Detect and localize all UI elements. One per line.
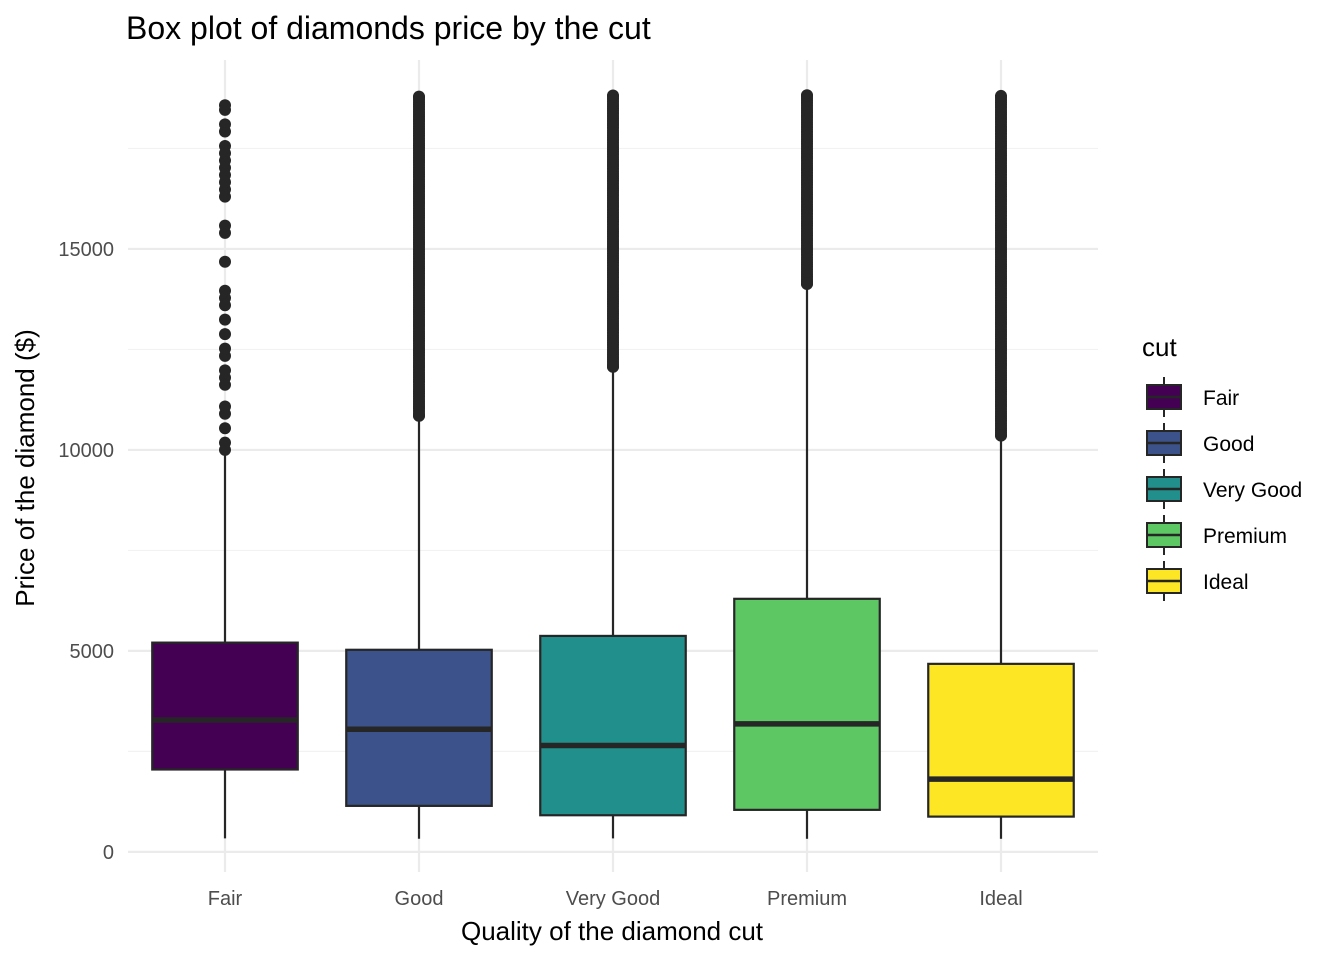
box-layer <box>151 89 1075 839</box>
box-body <box>539 634 687 817</box>
outlier-point <box>607 360 619 373</box>
y-tick-label: 0 <box>103 842 114 864</box>
legend-entry-premium: Premium <box>1146 515 1287 555</box>
chart-title: Box plot of diamonds price by the cut <box>126 10 651 46</box>
outlier-point <box>219 219 231 232</box>
box-fair <box>151 99 299 839</box>
outlier-point <box>995 429 1007 442</box>
box-ideal <box>927 89 1075 839</box>
legend-label: Ideal <box>1203 571 1249 594</box>
axis-layer: 0 5000 10000 15000 Fair Good Very Good Premium I… <box>58 239 1022 910</box>
legend-entry-very-good: Very Good <box>1146 469 1302 509</box>
outlier-point <box>413 90 425 103</box>
legend-title: cut <box>1142 332 1177 362</box>
outlier-point <box>995 89 1007 102</box>
legend-label: Good <box>1203 433 1254 456</box>
x-tick-label: Fair <box>208 888 243 910</box>
outlier-point <box>219 400 231 413</box>
y-tick-label: 15000 <box>58 239 114 261</box>
y-tick-label: 5000 <box>70 641 115 663</box>
outlier-point <box>219 364 231 377</box>
box-premium <box>733 89 881 839</box>
outlier-point <box>219 342 231 355</box>
legend-label: Premium <box>1203 525 1287 548</box>
outlier-point <box>219 422 231 435</box>
outlier-point <box>219 99 231 112</box>
box-very-good <box>539 89 687 839</box>
box-body <box>733 597 881 811</box>
x-tick-label: Very Good <box>566 888 661 910</box>
x-tick-label: Ideal <box>979 888 1022 910</box>
legend: cut Fair Good Very Good Premium Ideal <box>1142 332 1302 601</box>
box-body <box>927 662 1075 818</box>
x-tick-label: Good <box>395 888 444 910</box>
legend-label: Fair <box>1203 387 1239 410</box>
outlier-point <box>219 328 231 341</box>
outlier-point <box>413 409 425 422</box>
outlier-point <box>801 277 813 290</box>
outlier-point <box>219 284 231 297</box>
legend-label: Very Good <box>1203 479 1302 502</box>
x-tick-label: Premium <box>767 888 847 910</box>
outlier-point <box>219 140 231 153</box>
y-tick-label: 10000 <box>58 440 114 462</box>
box-good <box>345 90 493 839</box>
legend-entry-ideal: Ideal <box>1146 561 1249 601</box>
box-body <box>151 641 299 771</box>
outlier-point <box>607 89 619 102</box>
outlier-point <box>219 118 231 131</box>
y-axis-title: Price of the diamond ($) <box>10 329 40 606</box>
legend-entry-good: Good <box>1146 423 1254 463</box>
x-axis-title: Quality of the diamond cut <box>461 916 764 946</box>
outlier-point <box>219 443 231 456</box>
legend-entry-fair: Fair <box>1146 377 1239 417</box>
outlier-point <box>219 255 231 268</box>
outlier-point <box>801 89 813 102</box>
outlier-point <box>219 313 231 326</box>
